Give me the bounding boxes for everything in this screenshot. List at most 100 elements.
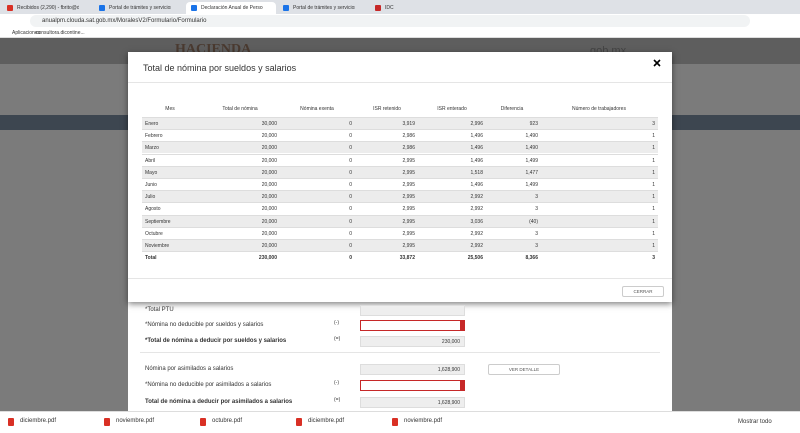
cell: 0 bbox=[349, 206, 352, 213]
bookmark[interactable]: consultora.dicontine... bbox=[36, 30, 85, 36]
cell: 20,000 bbox=[261, 194, 277, 201]
input-value: 1,628,900 bbox=[437, 400, 460, 406]
close-button[interactable]: CERRAR bbox=[622, 286, 664, 297]
input-error[interactable] bbox=[360, 380, 465, 391]
table-row: Mayo 20,000 0 2,995 1,518 1,477 1 bbox=[142, 165, 658, 178]
input-value: 230,000 bbox=[441, 339, 460, 345]
address-bar[interactable] bbox=[30, 15, 750, 27]
cell: 25,506 bbox=[467, 255, 483, 262]
table-row: Noviembre 20,000 0 2,995 2,992 3 1 bbox=[142, 239, 658, 251]
divider bbox=[140, 352, 660, 353]
table-row: Enero 30,000 0 3,919 2,996 923 3 bbox=[142, 117, 658, 129]
divider bbox=[128, 278, 672, 279]
cell: 1,496 bbox=[470, 145, 483, 152]
bookmark[interactable]: Aplicaciones bbox=[12, 30, 41, 36]
form-label: *Total PTU bbox=[145, 307, 174, 313]
download-item[interactable]: octubre.pdf bbox=[196, 414, 286, 430]
cell: 1 bbox=[652, 169, 655, 176]
pdf-icon bbox=[104, 418, 110, 426]
form-label: Nómina por asimilados a salarios bbox=[145, 366, 234, 372]
table-row: Abril 20,000 0 2,995 1,496 1,499 1 bbox=[142, 153, 658, 166]
tab[interactable]: IDC bbox=[370, 2, 460, 14]
cell: 3,919 bbox=[402, 121, 415, 127]
tab[interactable]: Recibidos (2,290) - fbrito@dicon bbox=[2, 2, 92, 14]
cell: 2,995 bbox=[402, 206, 415, 213]
download-item[interactable]: diciembre.pdf bbox=[4, 414, 94, 430]
download-item[interactable]: noviembre.pdf bbox=[100, 414, 190, 430]
sign: (=) bbox=[334, 397, 341, 403]
cell: 1,518 bbox=[470, 169, 483, 176]
cell: Octubre bbox=[145, 230, 163, 237]
input: 230,000 bbox=[360, 336, 465, 347]
modal-title: Total de nómina por sueldos y salarios bbox=[143, 63, 297, 73]
tab[interactable]: Portal de trámites y servicios - S bbox=[278, 2, 368, 14]
pdf-icon bbox=[200, 418, 206, 426]
cell: Septiembre bbox=[145, 218, 171, 225]
cell: 20,000 bbox=[261, 169, 277, 176]
cell: 2,995 bbox=[402, 182, 415, 188]
input-error[interactable] bbox=[360, 320, 465, 331]
cell: 8,366 bbox=[525, 255, 538, 262]
cell: 1 bbox=[652, 206, 655, 213]
cell: Junio bbox=[145, 182, 157, 188]
cell: 1,477 bbox=[525, 169, 538, 176]
close-icon[interactable] bbox=[653, 59, 661, 67]
table-row: Octubre 20,000 0 2,995 2,992 3 1 bbox=[142, 226, 658, 239]
detail-button[interactable]: VER DETALLE bbox=[488, 364, 560, 375]
cell: 1,499 bbox=[525, 182, 538, 188]
cell: 0 bbox=[349, 218, 352, 225]
tab-icon bbox=[375, 5, 381, 11]
form-label: *Total de nómina a deducir por sueldos y… bbox=[145, 338, 287, 344]
cell: 20,000 bbox=[261, 133, 277, 140]
file-name: noviembre.pdf bbox=[116, 418, 155, 424]
cell: 20,000 bbox=[261, 206, 277, 213]
form-label: Total de nómina a deducir por asimilados… bbox=[145, 399, 293, 405]
cell: 0 bbox=[349, 243, 352, 249]
tab[interactable]: Portal de trámites y servicios - S bbox=[94, 2, 184, 14]
cell: 2,992 bbox=[470, 230, 483, 237]
cell: 0 bbox=[349, 194, 352, 201]
cell: 3 bbox=[652, 121, 655, 127]
cell: 1 bbox=[652, 230, 655, 237]
cell: 0 bbox=[349, 182, 352, 188]
table-row: Febrero 20,000 0 2,986 1,496 1,490 1 bbox=[142, 129, 658, 142]
cell: 20,000 bbox=[261, 230, 277, 237]
download-item[interactable]: diciembre.pdf bbox=[292, 414, 382, 430]
tab-icon bbox=[99, 5, 105, 11]
cell: 2,995 bbox=[402, 157, 415, 164]
table-row: Agosto 20,000 0 2,995 2,992 3 1 bbox=[142, 202, 658, 215]
file-name: octubre.pdf bbox=[212, 418, 243, 424]
column-header: Diferencia bbox=[500, 106, 524, 112]
cell: 0 bbox=[349, 157, 352, 164]
show-all[interactable]: Mostrar todo bbox=[738, 419, 772, 425]
cell: 2,996 bbox=[470, 121, 483, 127]
download-item[interactable]: noviembre.pdf bbox=[388, 414, 478, 430]
cell: 20,000 bbox=[261, 218, 277, 225]
cell: 2,995 bbox=[402, 230, 415, 237]
cell: 0 bbox=[349, 121, 352, 127]
pdf-icon bbox=[296, 418, 302, 426]
cell: 1 bbox=[652, 157, 655, 164]
cell: 3 bbox=[535, 230, 538, 237]
sign: (=) bbox=[334, 336, 341, 342]
cell: Mayo bbox=[145, 169, 158, 176]
cell: (40) bbox=[529, 218, 538, 225]
cell: 20,000 bbox=[261, 243, 277, 249]
cell: 1,490 bbox=[525, 145, 538, 152]
cell: 1,490 bbox=[525, 133, 538, 140]
cell: 3,036 bbox=[470, 218, 483, 225]
cell: 923 bbox=[529, 121, 538, 127]
column-header: ISR retenido bbox=[373, 106, 401, 112]
tab[interactable]: Declaración Anual de Personas F bbox=[186, 2, 276, 14]
file-name: noviembre.pdf bbox=[404, 418, 443, 424]
cell: 20,000 bbox=[261, 157, 277, 164]
column-header: Total de nómina bbox=[222, 106, 258, 112]
error-icon bbox=[460, 380, 465, 391]
cell: 1,499 bbox=[525, 157, 538, 164]
cell: 2,986 bbox=[402, 145, 415, 152]
cell: 1 bbox=[652, 243, 655, 249]
file-name: diciembre.pdf bbox=[308, 418, 345, 424]
cell: Noviembre bbox=[145, 243, 170, 249]
table-row: Septiembre 20,000 0 2,995 3,036 (40) 1 bbox=[142, 214, 658, 227]
